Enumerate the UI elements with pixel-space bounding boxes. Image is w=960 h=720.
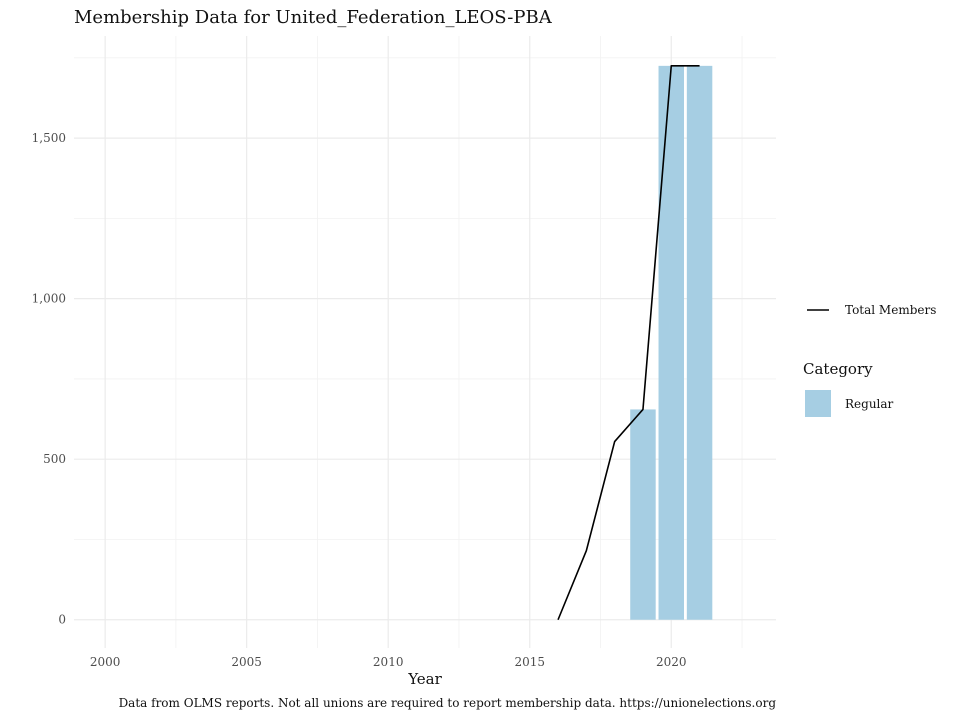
legend-label-total-members: Total Members bbox=[845, 303, 936, 317]
y-tick-label: 0 bbox=[58, 613, 66, 627]
legend-title-category: Category bbox=[803, 360, 873, 378]
x-tick-label: 2010 bbox=[373, 655, 404, 669]
y-tick-label: 500 bbox=[43, 452, 66, 466]
y-tick-label: 1,000 bbox=[32, 292, 66, 306]
x-axis-title: Year bbox=[407, 670, 442, 688]
chart-title: Membership Data for United_Federation_LE… bbox=[74, 7, 553, 28]
x-tick-label: 2015 bbox=[514, 655, 545, 669]
bar-series-regular bbox=[630, 65, 713, 620]
chart-caption: Data from OLMS reports. Not all unions a… bbox=[119, 696, 777, 710]
x-tick-label: 2005 bbox=[231, 655, 262, 669]
y-axis-tick-labels: 0 500 1,000 1,500 bbox=[32, 131, 66, 627]
legend-label-regular: Regular bbox=[845, 397, 894, 411]
x-tick-label: 2000 bbox=[90, 655, 121, 669]
bar-regular-2021 bbox=[686, 65, 713, 620]
total-members-line bbox=[557, 65, 700, 621]
x-tick-label: 2020 bbox=[656, 655, 687, 669]
y-tick-label: 1,500 bbox=[32, 131, 66, 145]
bar-regular-2020 bbox=[658, 65, 685, 620]
x-axis-tick-labels: 2000 2005 2010 2015 2020 bbox=[90, 655, 687, 669]
legend: Total Members Category Regular bbox=[803, 303, 936, 417]
line-series-total-members bbox=[557, 65, 700, 621]
bar-regular-2019 bbox=[630, 409, 656, 620]
legend-fill-key-regular bbox=[805, 390, 831, 417]
